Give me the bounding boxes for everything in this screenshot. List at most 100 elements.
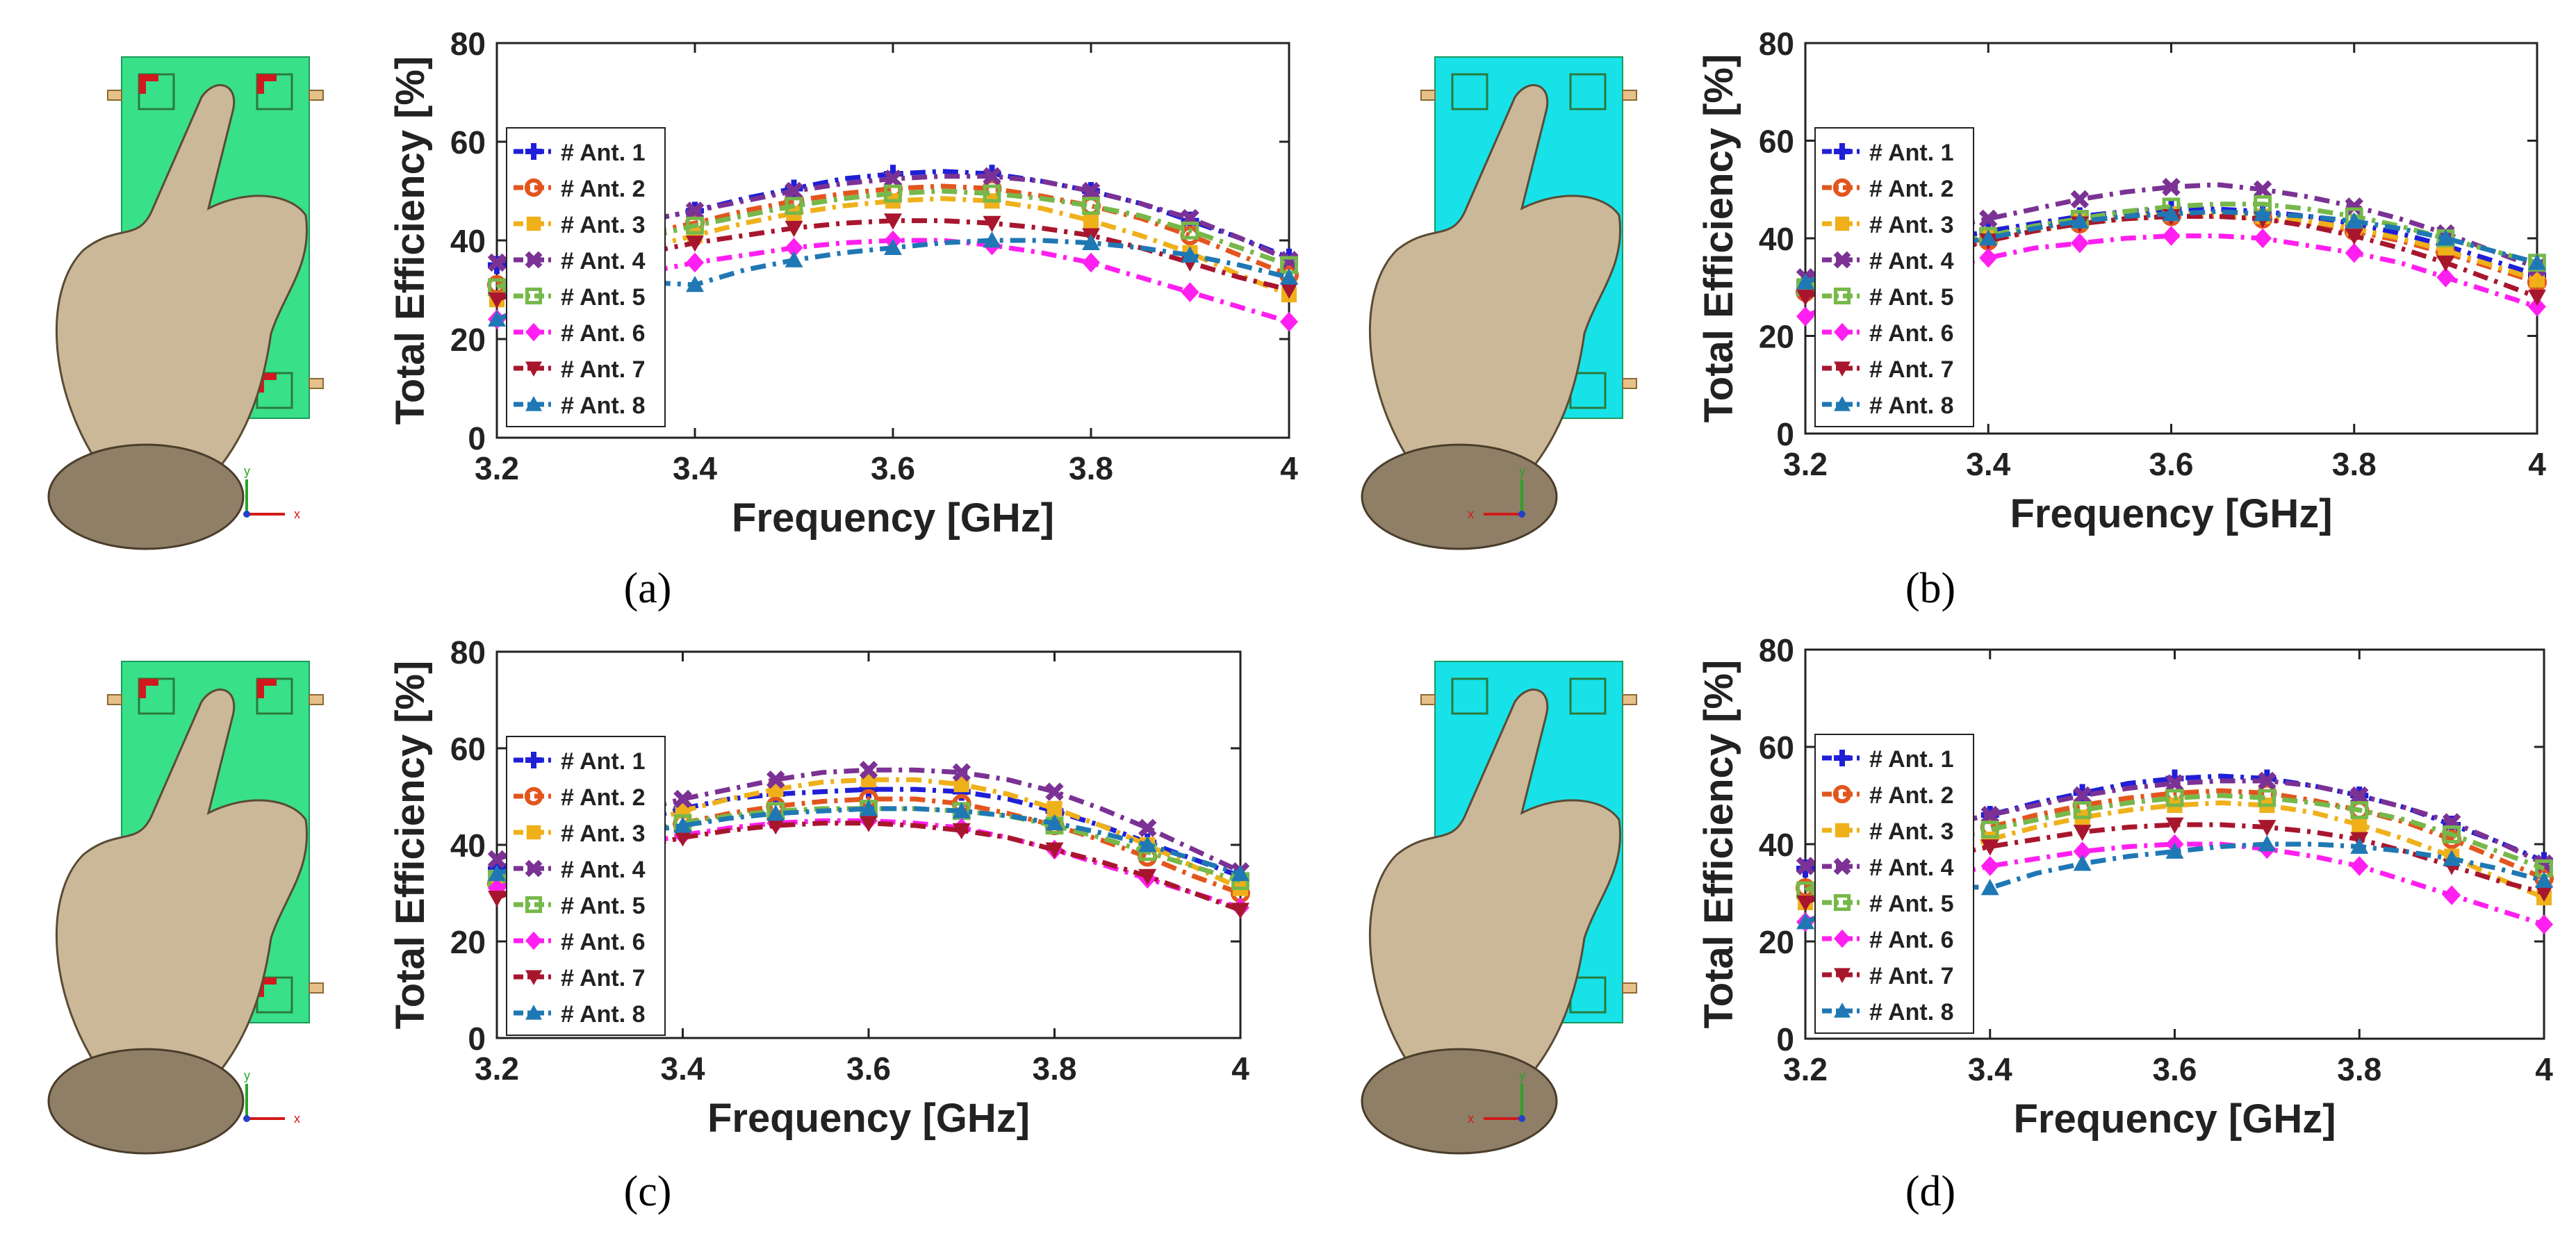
data-point	[952, 802, 971, 818]
data-point	[2073, 841, 2092, 862]
legend-marker	[1834, 396, 1851, 411]
sma-connector	[107, 90, 122, 101]
data-point	[488, 292, 506, 309]
data-point	[1045, 814, 1064, 831]
y-tick-label: 80	[450, 634, 486, 670]
wrist-base	[1361, 1048, 1558, 1155]
legend-marker	[1833, 857, 1851, 875]
data-point	[2436, 267, 2455, 288]
x-tick-label: 4	[1280, 450, 1298, 486]
y-tick-label: 0	[468, 1021, 486, 1057]
sma-connector	[1622, 694, 1637, 705]
legend-label: # Ant. 6	[1869, 320, 1954, 347]
data-point	[2350, 856, 2369, 876]
y-tick-label: 0	[1776, 416, 1794, 452]
data-point	[1796, 289, 1814, 306]
data-point	[2165, 817, 2184, 834]
series-line-4	[1804, 778, 2545, 868]
y-tick-label: 60	[450, 731, 486, 767]
data-point	[860, 799, 878, 816]
x-tick-label: 3.8	[1069, 450, 1113, 486]
legend-label: # Ant. 3	[561, 821, 646, 847]
feed-line	[257, 74, 277, 94]
legend-marker	[525, 287, 543, 305]
y-tick-label: 60	[450, 124, 486, 160]
data-point	[766, 818, 785, 835]
x-tick-label: 3.2	[475, 450, 519, 486]
legend-marker	[1833, 893, 1851, 912]
x-tick-label: 3.2	[1783, 1051, 1828, 1087]
legend-marker	[1834, 143, 1851, 160]
legend-marker	[1835, 823, 1850, 838]
legend-marker	[525, 859, 543, 878]
x-axis-label: Frequency [GHz]	[2013, 1096, 2336, 1142]
data-point	[785, 220, 803, 238]
legend-label: # Ant. 3	[561, 212, 646, 238]
x-tick-label: 3.4	[673, 450, 717, 486]
data-point	[2345, 197, 2363, 216]
data-point	[785, 197, 803, 215]
data-point	[673, 789, 692, 809]
legend-label: # Ant. 6	[561, 320, 646, 347]
y-tick-label: 20	[450, 924, 486, 960]
series-line-7	[1804, 213, 2538, 299]
data-point	[2253, 180, 2272, 199]
y-axis-label: Total Efficiency [%]	[388, 56, 433, 425]
legend-label: # Ant. 8	[561, 393, 646, 419]
antenna-element	[1569, 677, 1607, 715]
legend-marker	[525, 752, 542, 768]
data-point	[785, 181, 803, 201]
series-line-6	[1804, 841, 2545, 927]
data-point	[686, 236, 704, 252]
legend-label: # Ant. 1	[561, 140, 646, 166]
data-point	[1082, 233, 1100, 250]
legend-box	[506, 736, 666, 1036]
y-tick-label: 0	[1776, 1021, 1794, 1057]
z-axis-dot	[1518, 511, 1525, 518]
data-point	[488, 891, 506, 907]
data-point	[2165, 789, 2184, 807]
panel-label-b: (b)	[1905, 565, 1956, 612]
legend-label: # Ant. 1	[1869, 746, 1954, 773]
y-tick-label: 80	[450, 26, 486, 62]
data-point	[2073, 786, 2092, 805]
panel-label-a: (a)	[623, 565, 672, 612]
antenna-element	[138, 73, 175, 110]
antenna-element	[138, 677, 175, 715]
data-point	[1083, 213, 1099, 229]
data-point	[860, 816, 878, 832]
triad-x-label: x	[1468, 1112, 1474, 1126]
x-tick-label: 3.6	[2153, 1051, 2197, 1087]
data-point	[1138, 836, 1157, 852]
legend-marker	[525, 396, 542, 411]
legend-marker	[525, 1005, 542, 1020]
x-tick-label: 3.4	[661, 1051, 705, 1087]
x-tick-label: 4	[2528, 446, 2546, 482]
data-point	[686, 252, 704, 273]
series-line-8	[1804, 841, 2545, 925]
data-point	[2073, 825, 2092, 841]
data-point	[1280, 268, 1298, 285]
data-point	[2258, 771, 2276, 791]
data-point	[1980, 821, 1999, 839]
antenna-element	[256, 73, 293, 110]
data-point	[1980, 805, 1999, 825]
data-point	[1138, 868, 1157, 886]
hand-phantom	[1369, 84, 1621, 474]
data-point	[1280, 282, 1298, 299]
data-point	[859, 761, 878, 780]
hand-model-3: yx	[1361, 661, 1637, 1155]
x-tick-label: 3.8	[2337, 1051, 2381, 1087]
data-point	[1082, 197, 1100, 215]
y-tick-label: 20	[450, 322, 486, 358]
data-point	[2254, 228, 2272, 249]
data-point	[983, 167, 1001, 186]
z-axis-dot	[243, 1115, 250, 1122]
sma-connector	[309, 694, 324, 705]
data-point	[1081, 181, 1101, 201]
legend-marker	[524, 178, 543, 197]
y-tick-label: 20	[1759, 319, 1794, 355]
data-point	[2258, 820, 2276, 837]
legend-marker	[1834, 929, 1851, 948]
sma-connector	[1622, 90, 1637, 101]
